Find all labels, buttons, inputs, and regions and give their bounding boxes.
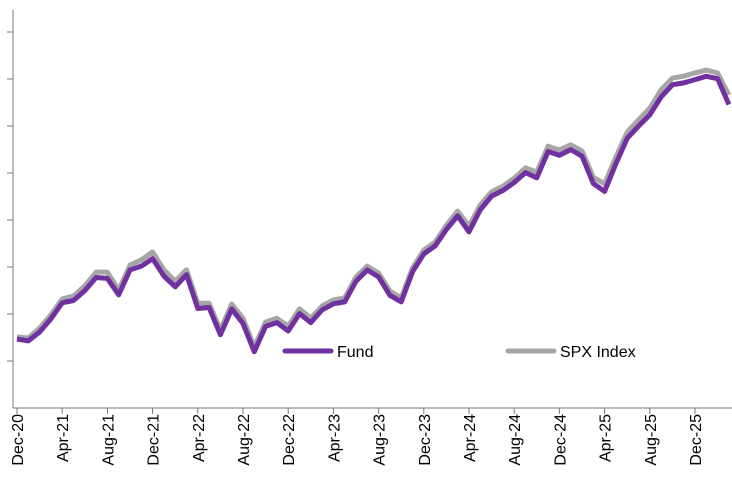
x-tick-label: Aug-23 bbox=[372, 414, 389, 466]
x-tick-label: Dec-23 bbox=[417, 414, 434, 466]
x-tick-label: Dec-21 bbox=[146, 414, 163, 466]
x-tick-label: Aug-21 bbox=[100, 414, 117, 466]
x-tick-label: Apr-23 bbox=[326, 414, 343, 462]
legend-label: Fund bbox=[337, 344, 373, 361]
x-tick-label: Aug-25 bbox=[643, 414, 660, 466]
x-tick-label: Dec-22 bbox=[281, 414, 298, 466]
series-line bbox=[16, 67, 732, 350]
x-tick-label: Aug-22 bbox=[236, 414, 253, 466]
series-line bbox=[16, 73, 732, 355]
x-tick-label: Apr-25 bbox=[598, 414, 615, 462]
legend-label: SPX Index bbox=[560, 344, 636, 361]
x-tick-label: Dec-20 bbox=[10, 414, 27, 466]
x-tick-label: Apr-22 bbox=[191, 414, 208, 462]
x-tick-label: Dec-24 bbox=[552, 414, 569, 466]
x-tick-label: Apr-24 bbox=[462, 414, 479, 462]
x-tick-label: Aug-24 bbox=[507, 414, 524, 466]
x-tick-label: Dec-25 bbox=[688, 414, 705, 466]
x-tick-label: Apr-21 bbox=[55, 414, 72, 462]
